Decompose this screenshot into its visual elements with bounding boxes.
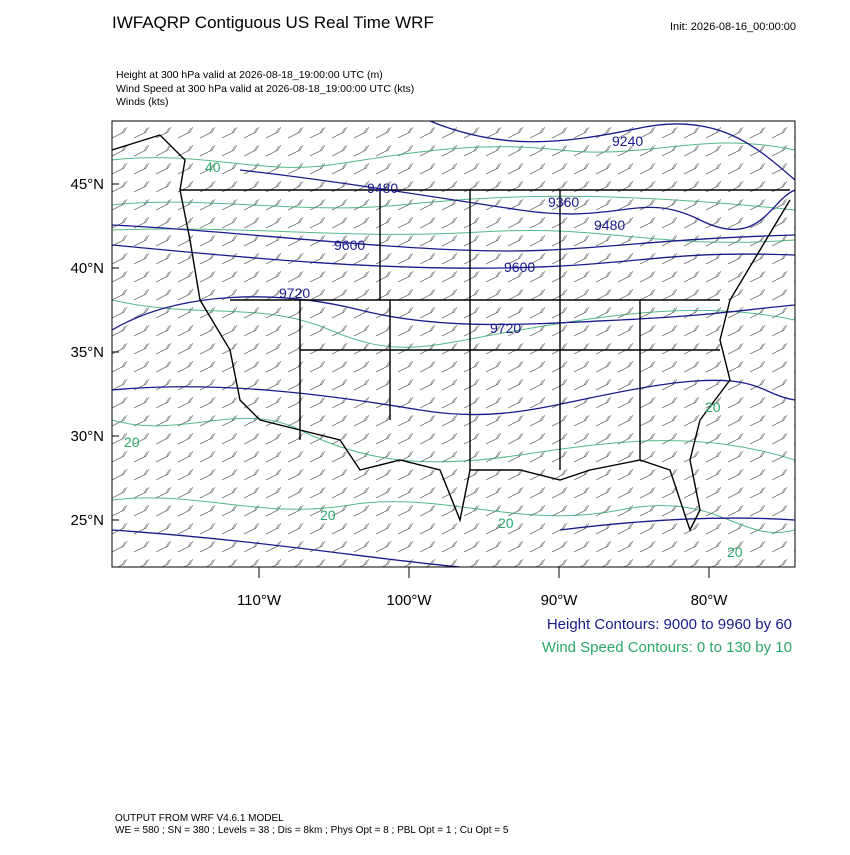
lon-label: 80°W — [691, 592, 729, 609]
height-label: 9720 — [490, 320, 521, 336]
legend-height: Height Contours: 9000 to 9960 by 60 — [547, 616, 792, 633]
legend-wind: Wind Speed Contours: 0 to 130 by 10 — [542, 639, 792, 656]
header-line: Height at 300 hPa valid at 2026-08-18_19… — [116, 69, 383, 81]
lat-label: 30°N — [70, 428, 104, 445]
height-label: 9480 — [594, 217, 625, 233]
height-label: 9240 — [612, 133, 643, 149]
wind-label: 20 — [498, 515, 514, 531]
wind-label: 20 — [124, 434, 140, 450]
lat-label: 25°N — [70, 512, 104, 529]
plot-frame — [111, 120, 796, 568]
lat-label: 35°N — [70, 344, 104, 361]
contour-labels: 9240 9480 9360 9480 9600 9600 9720 9720 … — [124, 133, 743, 560]
header-line: Winds (kts) — [116, 96, 169, 108]
height-label: 9600 — [334, 237, 365, 253]
lon-label: 100°W — [386, 592, 432, 609]
footer-line: OUTPUT FROM WRF V4.6.1 MODEL — [115, 813, 284, 824]
wind-label: 20 — [727, 544, 743, 560]
title: IWFAQRP Contiguous US Real Time WRF — [112, 13, 434, 32]
lon-label: 110°W — [237, 592, 282, 609]
map — [112, 121, 795, 567]
footer-line: WE = 580 ; SN = 380 ; Levels = 38 ; Dis … — [115, 825, 509, 836]
wind-label: 40 — [205, 159, 221, 175]
height-label: 9720 — [279, 285, 310, 301]
height-label: 9480 — [367, 180, 398, 196]
lat-label: 45°N — [70, 176, 104, 193]
axes: 45°N 40°N 35°N 30°N 25°N 110°W 100°W 90°W 80°W — [70, 176, 728, 609]
wind-label: 20 — [320, 507, 336, 523]
init-time: Init: 2026-08-16_00:00:00 — [670, 21, 796, 33]
height-label: 9360 — [548, 194, 579, 210]
lat-label: 40°N — [70, 260, 104, 277]
header-line: Wind Speed at 300 hPa valid at 2026-08-1… — [116, 83, 414, 95]
wind-label: 20 — [705, 399, 721, 415]
lon-label: 90°W — [541, 592, 579, 609]
height-label: 9600 — [504, 259, 535, 275]
